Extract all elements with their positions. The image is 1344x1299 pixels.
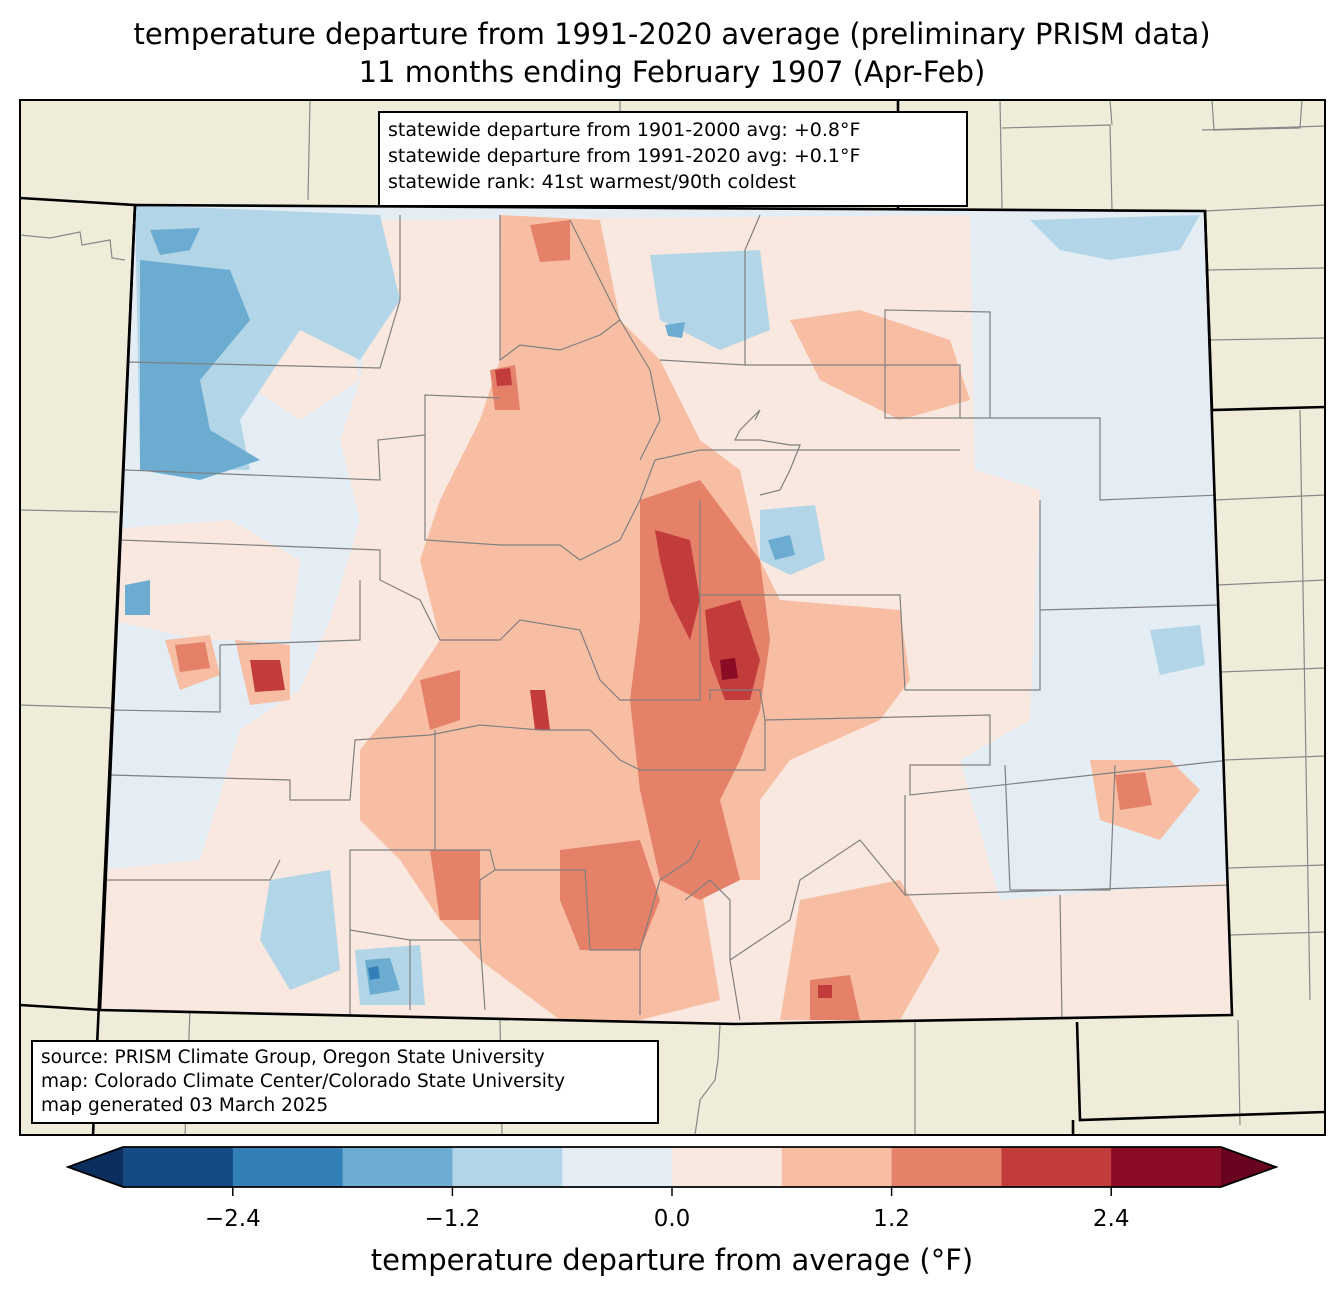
colorbar-tick-label: 1.2 <box>873 1206 910 1232</box>
state-borders <box>20 100 1325 1135</box>
credit-map: map: Colorado Climate Center/Colorado St… <box>41 1071 566 1092</box>
colorbar-tick-label: −2.4 <box>204 1206 261 1232</box>
colorbar-tick-label: 2.4 <box>1092 1206 1130 1232</box>
stat-rank: statewide rank: 41st warmest/90th coldes… <box>388 171 797 193</box>
colorbar-segment <box>452 1147 563 1187</box>
credits-box: source: PRISM Climate Group, Oregon Stat… <box>31 1040 659 1124</box>
colorbar-segment <box>342 1147 453 1187</box>
map-frame <box>19 99 1326 1136</box>
colorbar-outline <box>65 1146 1279 1188</box>
colorbar-segment <box>672 1147 783 1187</box>
colorbar-segment <box>123 1147 234 1187</box>
map-subtitle: 11 months ending February 1907 (Apr-Feb) <box>358 55 986 89</box>
colorbar-tick-label: −1.2 <box>424 1206 481 1232</box>
colorbar <box>65 1146 1279 1196</box>
map-title: temperature departure from 1991-2020 ave… <box>133 17 1211 51</box>
colorbar-segment <box>891 1147 1002 1187</box>
colorbar-segment <box>1001 1147 1112 1187</box>
credit-generated: map generated 03 March 2025 <box>41 1095 329 1116</box>
colorbar-label: temperature departure from average (°F) <box>370 1243 974 1277</box>
colorbar-over-arrow <box>1221 1147 1276 1187</box>
stat-departure-1901-2000: statewide departure from 1901-2000 avg: … <box>388 119 861 141</box>
statewide-stats-box: statewide departure from 1901-2000 avg: … <box>378 111 968 207</box>
colorbar-segment <box>1111 1147 1222 1187</box>
stat-departure-1991-2020: statewide departure from 1991-2020 avg: … <box>388 145 861 167</box>
colorado-county-lines <box>105 214 1231 1021</box>
colorbar-segment <box>232 1147 344 1187</box>
credit-source: source: PRISM Climate Group, Oregon Stat… <box>41 1047 545 1068</box>
colorbar-tick-label: 0.0 <box>653 1206 691 1232</box>
colorbar-segment <box>781 1147 893 1187</box>
colorbar-under-arrow <box>68 1147 123 1187</box>
temperature-field <box>100 205 1232 1024</box>
colorbar-segment <box>562 1147 673 1187</box>
